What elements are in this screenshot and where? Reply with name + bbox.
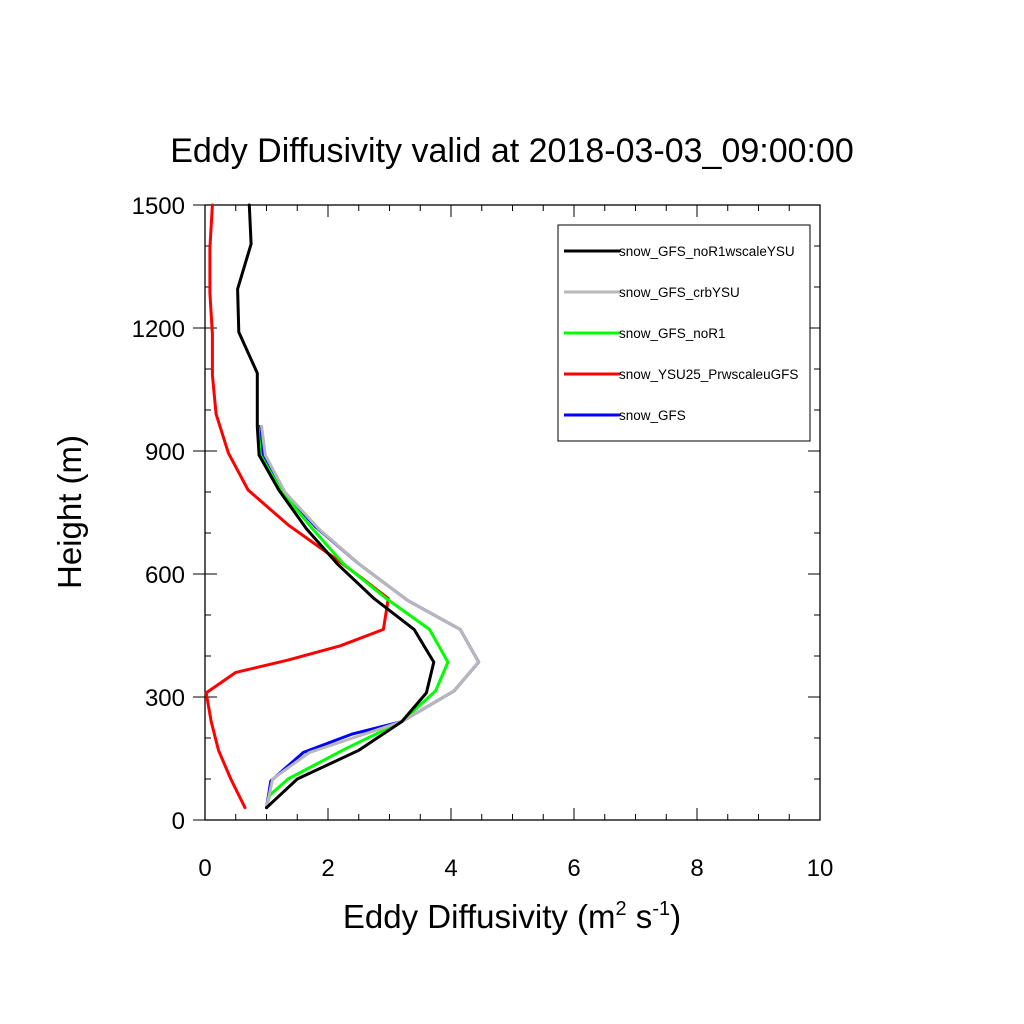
x-tick-label: 8 bbox=[690, 855, 703, 882]
x-axis-label-sup1: 2 bbox=[616, 898, 627, 920]
x-tick-label: 2 bbox=[321, 855, 334, 882]
y-axis-label: Height (m) bbox=[51, 435, 88, 589]
legend-label-snow-ysu25-prwscaleugfs: snow_YSU25_PrwscaleuGFS bbox=[619, 367, 798, 382]
chart-title: Eddy Diffusivity valid at 2018-03-03_09:… bbox=[170, 132, 854, 170]
x-tick-label: 0 bbox=[198, 855, 211, 882]
series-layer bbox=[204, 203, 481, 810]
x-tick-label: 6 bbox=[567, 855, 580, 882]
series-line-snow-gfs-nor1wscaleysu bbox=[236, 203, 436, 810]
y-tick-label: 600 bbox=[145, 562, 185, 589]
x-axis-label: Eddy Diffusivity (m2 s-1) bbox=[343, 898, 681, 935]
x-tick-label: 4 bbox=[444, 855, 457, 882]
legend-label-snow-gfs-nor1wscaleysu: snow_GFS_noR1wscaleYSU bbox=[619, 244, 795, 259]
y-tick-label: 0 bbox=[172, 808, 185, 835]
legend-label-snow-gfs-crbysu: snow_GFS_crbYSU bbox=[619, 285, 740, 300]
legend-label-snow-gfs-nor1: snow_GFS_noR1 bbox=[619, 326, 726, 341]
y-tick-label: 1500 bbox=[132, 193, 185, 220]
x-tick-label: 10 bbox=[807, 855, 834, 882]
legend-label-snow-gfs: snow_GFS bbox=[619, 408, 686, 423]
y-tick-label: 300 bbox=[145, 685, 185, 712]
series-line-snow-gfs-nor1 bbox=[256, 424, 450, 810]
legend: snow_GFS_noR1wscaleYSU snow_GFS_crbYSUsno… bbox=[557, 224, 811, 442]
x-axis-label-end: ) bbox=[670, 898, 681, 935]
series-line-snow-gfs bbox=[257, 424, 481, 810]
y-tick-label: 900 bbox=[145, 439, 185, 466]
x-axis-label-base: Eddy Diffusivity (m bbox=[343, 898, 616, 935]
x-axis-label-mid: s bbox=[627, 898, 653, 935]
series-line-snow-gfs-crbysu bbox=[260, 424, 481, 810]
axes-layer: 0 2 4 6 8 10 0 300 600 900 1200 1500 bbox=[132, 193, 834, 882]
x-axis-label-sup2: -1 bbox=[652, 898, 670, 920]
y-tick-label: 1200 bbox=[132, 316, 185, 343]
